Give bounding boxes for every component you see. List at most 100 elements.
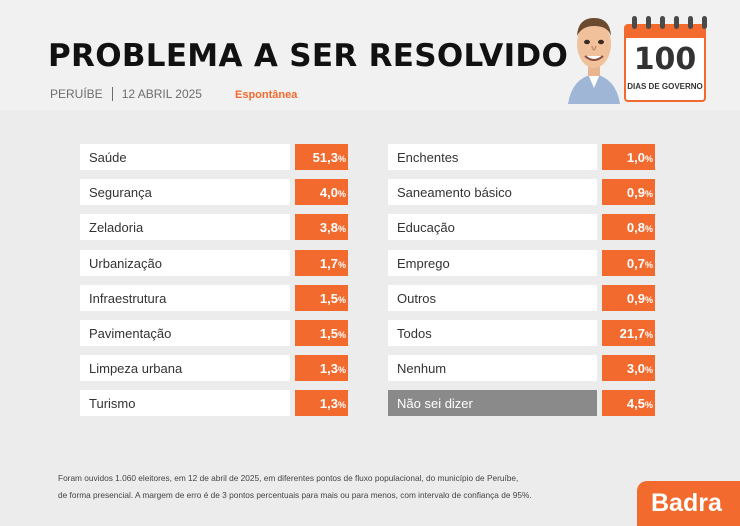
result-row: Zeladoria 3,8% bbox=[80, 214, 350, 241]
brand-logo: Badra bbox=[637, 481, 740, 526]
methodology-line-1: Foram ouvidos 1.060 eleitores, em 12 de … bbox=[58, 473, 519, 483]
result-value-number: 1,0 bbox=[626, 150, 645, 165]
result-row: Nenhum 3,0% bbox=[388, 355, 656, 382]
100-days-badge: 100 DIAS DE GOVERNO bbox=[624, 16, 707, 102]
result-value-number: 1,5 bbox=[319, 290, 338, 306]
result-label: Limpeza urbana bbox=[80, 355, 290, 382]
result-value: 1,3% bbox=[295, 355, 348, 382]
header-band: PROBLEMA A SER RESOLVIDO PERUÍBE 12 ABRI… bbox=[0, 0, 740, 110]
result-row: Não sei dizer 4,5% bbox=[388, 390, 656, 417]
result-value-unit: % bbox=[644, 365, 653, 376]
result-value: 4,0% bbox=[295, 179, 348, 206]
result-label: Segurança bbox=[80, 179, 290, 206]
result-value-number: 3,8 bbox=[319, 220, 338, 236]
result-value-unit: % bbox=[337, 154, 346, 164]
result-value: 4,5% bbox=[602, 390, 655, 417]
result-label: Zeladoria bbox=[80, 214, 290, 241]
result-value-number: 0,9 bbox=[626, 290, 645, 306]
result-row: Infraestrutura 1,5% bbox=[80, 284, 350, 311]
result-row: Educação 0,8% bbox=[388, 214, 656, 241]
result-value: 51,3% bbox=[295, 144, 348, 170]
result-label: Todos bbox=[388, 319, 597, 346]
methodology-note: Foram ouvidos 1.060 eleitores, em 12 de … bbox=[58, 470, 618, 504]
result-row: Limpeza urbana 1,3% bbox=[80, 355, 350, 382]
result-row: Outros 0,9% bbox=[388, 284, 656, 311]
result-value-number: 1,3 bbox=[319, 361, 338, 377]
results-column-right: Enchentes 1,0% Saneamento básico 0,9% Educaç… bbox=[388, 144, 656, 426]
result-label: Saneamento básico bbox=[388, 179, 597, 206]
survey-meta: PERUÍBE 12 ABRIL 2025 bbox=[50, 87, 202, 101]
city-label: PERUÍBE bbox=[50, 87, 103, 101]
methodology-line-2: de forma presencial. A margem de erro é … bbox=[58, 490, 532, 500]
result-value-unit: % bbox=[337, 329, 346, 340]
meta-divider bbox=[111, 87, 113, 101]
result-value-number: 51,3 bbox=[312, 150, 338, 165]
result-value: 1,3% bbox=[295, 390, 348, 417]
result-value-unit: % bbox=[337, 294, 346, 305]
result-row: Pavimentação 1,5% bbox=[80, 319, 350, 346]
badge-text: DIAS DE GOVERNO bbox=[627, 82, 703, 91]
result-label: Pavimentação bbox=[80, 319, 290, 346]
result-label: Educação bbox=[388, 214, 597, 241]
result-value-number: 1,5 bbox=[319, 325, 338, 341]
result-value-unit: % bbox=[644, 259, 653, 270]
badge-number: 100 bbox=[633, 42, 697, 77]
result-value: 1,7% bbox=[295, 249, 348, 276]
result-value: 3,0% bbox=[602, 355, 655, 382]
result-value: 21,7% bbox=[602, 319, 655, 346]
result-row: Enchentes 1,0% bbox=[388, 144, 656, 170]
result-value-unit: % bbox=[337, 400, 346, 411]
result-value-number: 3,0 bbox=[626, 361, 645, 377]
result-row: Saneamento básico 0,9% bbox=[388, 179, 656, 206]
result-label: Outros bbox=[388, 284, 597, 311]
result-value-unit: % bbox=[337, 224, 346, 235]
result-value-unit: % bbox=[644, 189, 653, 200]
result-label: Infraestrutura bbox=[80, 284, 290, 311]
result-row: Saúde 51,3% bbox=[80, 144, 350, 170]
result-value-number: 21,7 bbox=[619, 325, 645, 341]
result-value: 0,9% bbox=[602, 179, 655, 206]
result-value: 0,7% bbox=[602, 249, 655, 276]
result-value-number: 4,0 bbox=[319, 185, 338, 201]
page-title: PROBLEMA A SER RESOLVIDO bbox=[48, 38, 569, 74]
result-value-unit: % bbox=[644, 294, 653, 305]
result-value-unit: % bbox=[644, 154, 653, 164]
result-label: Nenhum bbox=[388, 355, 597, 382]
result-value-number: 0,9 bbox=[626, 185, 645, 201]
result-value-number: 0,7 bbox=[626, 255, 645, 271]
survey-mode-label: Espontânea bbox=[235, 89, 298, 101]
result-value-unit: % bbox=[337, 189, 346, 200]
result-label: Enchentes bbox=[388, 144, 597, 170]
result-value: 1,5% bbox=[295, 319, 348, 346]
result-row: Segurança 4,0% bbox=[80, 179, 350, 206]
result-value: 0,8% bbox=[602, 214, 655, 241]
result-value: 3,8% bbox=[295, 214, 348, 241]
result-row: Urbanização 1,7% bbox=[80, 249, 350, 276]
results-column-left: Saúde 51,3% Segurança 4,0% Zeladoria 3,8% Urba… bbox=[80, 144, 350, 426]
result-value-number: 1,3 bbox=[319, 396, 338, 412]
result-value-number: 4,5 bbox=[626, 396, 645, 412]
result-label: Saúde bbox=[80, 144, 290, 170]
result-value-unit: % bbox=[337, 259, 346, 270]
result-value-number: 1,7 bbox=[319, 255, 338, 271]
result-value-unit: % bbox=[337, 365, 346, 376]
result-value-unit: % bbox=[644, 400, 653, 411]
results-panel: Saúde 51,3% Segurança 4,0% Zeladoria 3,8% Urba… bbox=[0, 110, 740, 526]
result-value: 1,5% bbox=[295, 284, 348, 311]
result-row: Turismo 1,3% bbox=[80, 390, 350, 417]
result-label: Turismo bbox=[80, 390, 290, 417]
result-value-unit: % bbox=[644, 224, 653, 235]
result-value-unit: % bbox=[644, 329, 653, 340]
result-row: Emprego 0,7% bbox=[388, 249, 656, 276]
mayor-caricature-icon bbox=[568, 18, 620, 104]
result-value-number: 0,8 bbox=[626, 220, 645, 236]
date-label: 12 ABRIL 2025 bbox=[121, 87, 202, 101]
result-label: Emprego bbox=[388, 249, 597, 276]
result-label: Não sei dizer bbox=[388, 390, 597, 417]
result-value: 0,9% bbox=[602, 284, 655, 311]
result-label: Urbanização bbox=[80, 249, 290, 276]
result-value: 1,0% bbox=[602, 144, 655, 170]
calendar-icon bbox=[624, 24, 706, 102]
calendar-rings bbox=[632, 16, 707, 29]
result-row: Todos 21,7% bbox=[388, 319, 656, 346]
